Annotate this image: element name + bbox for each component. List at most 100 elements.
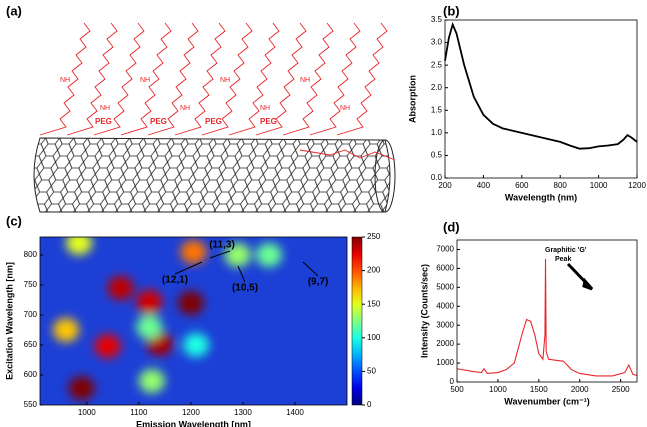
y-tick-label: 550 [24,400,38,409]
nh-label: NH [180,105,190,112]
colorbar-label: 0 [367,400,372,409]
x-tick-label: 600 [515,181,529,190]
x-axis-label: Emission Wavelength [nm] [136,419,251,427]
x-tick-label: 1100 [130,408,148,417]
annotation: (12,1) [162,275,188,286]
peg-chain [120,22,172,136]
x-tick-label: 2500 [612,385,630,394]
x-tick-label: 1000 [489,385,507,394]
y-tick-label: 600 [24,370,38,379]
spot [94,334,121,359]
peg-chain [228,22,280,136]
peg-chain [66,22,118,136]
nh-label: NH [220,77,230,84]
x-tick-label: 1300 [234,408,252,417]
y-tick-label: 6000 [436,264,454,273]
x-axis-label: Wavenumber (cm⁻¹) [504,396,589,406]
x-tick-label: 1000 [78,408,96,417]
y-axis-label: Absorption [407,75,417,123]
annotation-arrow [566,262,594,291]
peg-chain [255,22,307,136]
spot [138,369,165,393]
spot [177,291,204,315]
spot [136,289,163,314]
panel-label: (d) [443,219,460,234]
x-tick-label: 200 [438,181,452,190]
y-tick-label: 0 [450,377,455,386]
spot [66,237,93,255]
colorbar-label: 200 [367,266,381,275]
colorbar [351,236,363,406]
y-axis-label: Excitation Wavelength [nm] [4,262,14,380]
y-tick-label: 1000 [436,358,454,367]
panel-label: (c) [6,213,22,228]
annotation-arrow [209,250,231,259]
x-tick-label: 1200 [628,181,646,190]
spot [180,240,207,264]
x-tick-label: 2000 [571,385,589,394]
y-tick-label: 700 [24,310,38,319]
tail-chain [299,149,396,161]
colorbar-label: 150 [367,299,381,308]
annotation-arrow [237,265,246,283]
nh-label: NH [60,77,70,84]
peg-label: PEG [150,117,167,126]
nh-label: NH [100,105,110,112]
x-tick-label: 1000 [590,181,608,190]
y-tick-label: 2.0 [431,83,443,92]
x-axis-label: Wavelength (nm) [505,192,577,202]
annotation: (11,3) [209,240,235,251]
x-tick-label: 800 [554,181,568,190]
nh-label: NH [300,77,310,84]
y-tick-label: 0.0 [431,173,443,182]
plot-frame [444,19,638,179]
annotation-arrow [174,261,203,275]
panel-label: (b) [443,3,460,18]
peg-chain [39,22,91,136]
peg-chain [93,22,145,136]
y-tick-label: 1.5 [431,105,443,114]
peg-label: PEG [260,117,277,126]
y-tick-label: 3.0 [431,38,443,47]
y-tick-label: 800 [24,250,38,259]
spots [53,237,282,401]
x-tick-label: 500 [450,385,464,394]
y-tick-label: 4000 [436,301,454,310]
annotation: Graphitic 'G' [545,247,587,254]
line [456,258,638,377]
nh-label: NH [340,105,350,112]
line [444,21,638,150]
annotation-arrow [302,261,319,277]
peg-label: PEG [95,117,112,126]
annotation: Peak [555,256,571,263]
spot [224,243,251,267]
peg-chain [174,22,226,136]
annotation: (9,7) [308,277,329,288]
peg-chain [147,22,199,136]
nanotube [33,137,396,213]
heatmap-background [40,237,347,405]
spot [53,318,80,342]
spot [68,376,95,401]
colorbar-label: 250 [367,232,381,241]
x-tick-label: 1400 [286,408,304,417]
peg-label: PEG [205,117,222,126]
peg-chain [336,22,388,136]
x-tick-label: 1200 [182,408,200,417]
y-tick-label: 2.5 [431,60,443,69]
annotation: (10,5) [232,283,258,294]
nh-label: NH [260,105,270,112]
peg-chain [282,22,334,136]
spot [136,315,163,339]
spot [183,333,210,357]
peg-chains: PEG PEG PEG PEG NH NH NH NH NH NH NH NH [39,22,396,161]
y-tick-label: 3.5 [431,15,443,24]
colorbar-label: 50 [367,367,376,376]
y-tick-label: 2000 [436,339,454,348]
plot-frame [39,236,348,406]
y-tick-label: 0.5 [431,151,443,160]
spot [107,276,134,300]
x-tick-label: 1500 [530,385,548,394]
colorbar-label: 100 [367,333,381,342]
